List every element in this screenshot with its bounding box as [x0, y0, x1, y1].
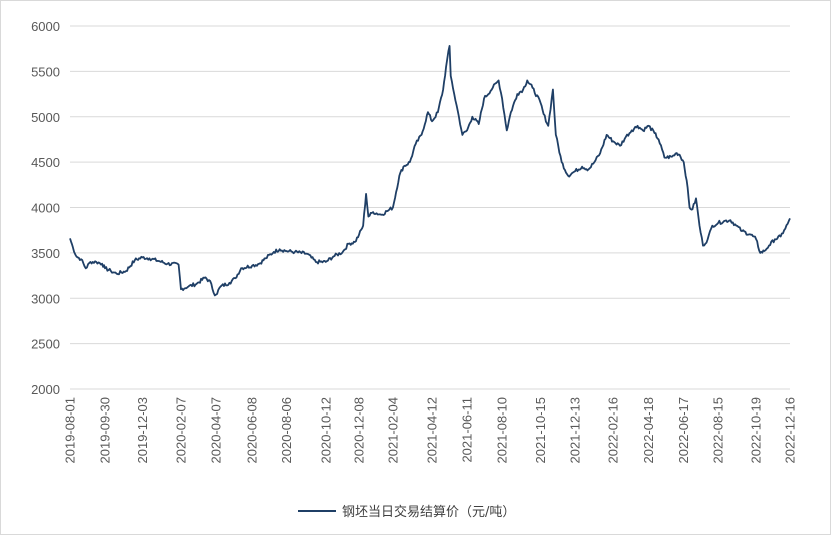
x-tick-label: 2021-04-12 [425, 397, 440, 464]
x-tick-label: 2021-10-15 [533, 397, 548, 464]
legend-label: 钢坯当日交易结算价（元/吨） [342, 504, 515, 520]
x-tick-label: 2022-04-18 [641, 397, 656, 464]
x-tick-label: 2020-04-07 [208, 397, 223, 464]
x-tick-label: 2022-02-16 [606, 397, 621, 464]
legend: 钢坯当日交易结算价（元/吨） [298, 504, 515, 520]
gridlines [70, 25, 790, 390]
x-tick-label: 2019-09-30 [98, 397, 113, 464]
x-tick-label: 2022-10-19 [749, 397, 764, 464]
y-tick-label: 3000 [31, 291, 60, 306]
x-axis-tick-labels: 2019-08-01 2019-09-30 2019-12-03 2020-02-07… [63, 397, 798, 464]
x-tick-label: 2020-12-08 [352, 397, 367, 464]
x-tick-label: 2022-08-15 [711, 397, 726, 464]
x-tick-label: 2021-12-13 [568, 397, 583, 464]
series-lines [69, 45, 791, 297]
x-tick-label: 2021-06-11 [460, 397, 475, 463]
x-tick-label: 2020-06-08 [245, 397, 260, 464]
y-tick-label: 4000 [31, 201, 60, 216]
x-tick-label: 2019-08-01 [63, 397, 78, 464]
y-tick-label: 3500 [31, 246, 60, 261]
x-tick-label: 2020-02-07 [173, 397, 188, 464]
x-tick-label: 2020-08-06 [279, 397, 294, 464]
y-tick-label: 4500 [31, 155, 60, 170]
x-tick-label: 2022-12-16 [783, 397, 798, 464]
y-tick-label: 5500 [31, 64, 60, 79]
x-tick-label: 2022-06-17 [676, 397, 691, 464]
x-tick-label: 2021-02-04 [385, 397, 400, 464]
x-tick-label: 2019-12-03 [135, 397, 150, 464]
y-tick-label: 2000 [31, 382, 60, 397]
y-tick-label: 2500 [31, 337, 60, 352]
series-line [69, 45, 791, 297]
x-tick-label: 2020-10-12 [318, 397, 333, 464]
y-tick-label: 5000 [31, 110, 60, 125]
y-axis-tick-labels: 2000 2500 3000 3500 4000 4500 5000 5500 6000 [31, 19, 60, 397]
x-tick-label: 2021-08-10 [495, 397, 510, 464]
y-tick-label: 6000 [31, 19, 60, 34]
